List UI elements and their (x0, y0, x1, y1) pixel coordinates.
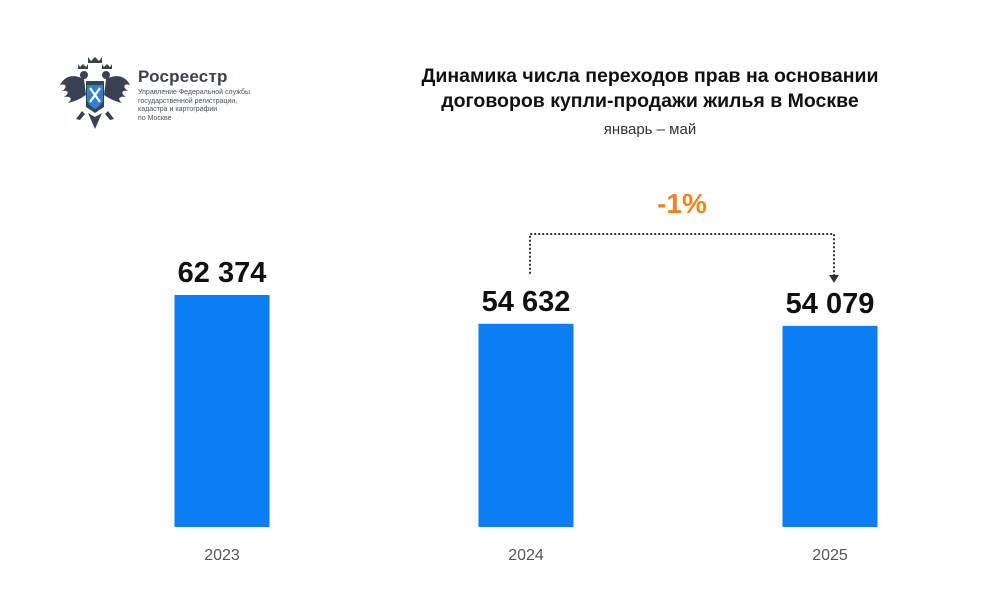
change-arrowhead-icon (829, 274, 839, 283)
x-tick-label-2025: 2025 (812, 547, 848, 564)
chart-title: Динамика числа переходов прав на основан… (320, 64, 980, 114)
x-tick-label-2024: 2024 (508, 547, 544, 564)
x-tick-label-2023: 2023 (204, 547, 240, 564)
bar-2024 (478, 323, 574, 527)
double-headed-eagle-emblem-icon (60, 57, 130, 129)
change-percent-label: -1% (657, 188, 707, 219)
bar-value-label-2025: 54 079 (786, 288, 875, 320)
logo-subtitle: Управление Федеральной службы государств… (138, 89, 298, 123)
rosreestr-logo: Росреестр Управление Федеральной службы … (58, 55, 298, 140)
logo-subtitle-line: кадастра и картографии (138, 106, 218, 114)
chart-title-line-1: Динамика числа переходов прав на основан… (421, 65, 879, 87)
bar-value-label-2023: 62 374 (178, 257, 267, 289)
bar-value-label-2024: 54 632 (482, 286, 571, 318)
bar-2025 (782, 325, 878, 527)
chart-title-line-2: договоров купли-продажи жилья в Москве (441, 90, 859, 112)
bar-2023 (174, 295, 270, 527)
logo-subtitle-line: Управление Федеральной службы (138, 89, 250, 96)
logo-subtitle-line: государственной регистрации, (138, 97, 238, 105)
change-bracket (529, 233, 835, 281)
chart-subtitle: январь – май (603, 121, 697, 138)
logo-name: Росреестр (138, 67, 228, 86)
logo-subtitle-line: по Москве (138, 114, 172, 122)
